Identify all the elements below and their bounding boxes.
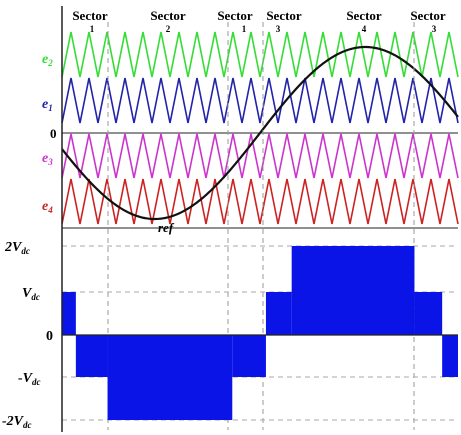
sector-number-6: 3 (432, 24, 437, 34)
carrier-waves (61, 31, 459, 225)
carrier-wave-e3 (61, 133, 459, 179)
level-label-2vdc: 2Vdc (4, 240, 30, 256)
level-label-neg-vdc: -Vdc (18, 371, 41, 387)
zero-label-top: 0 (50, 126, 57, 141)
sector-label-1: Sector (72, 8, 108, 23)
carrier-label-e1: e1 (42, 97, 53, 113)
sector-number-1: 1 (90, 24, 95, 34)
output-step-0 (62, 292, 76, 335)
sector-label-5: Sector (346, 8, 382, 23)
carrier-label-e3: e3 (42, 151, 53, 167)
sector-label-2: Sector (150, 8, 186, 23)
output-step-6 (414, 292, 443, 335)
carrier-wave-e2 (61, 31, 459, 78)
carrier-wave-e1 (61, 77, 459, 124)
level-label-neg-2vdc: -2Vdc (2, 414, 32, 430)
reference-label: ref (158, 220, 175, 235)
output-step-2 (107, 335, 233, 420)
output-step-4 (265, 292, 292, 335)
sector-dividers (107, 22, 415, 430)
output-step-1 (75, 335, 108, 377)
sector-label-3: Sector (217, 8, 253, 23)
level-label-vdc: Vdc (22, 286, 40, 302)
carrier-wave-e4 (61, 178, 459, 225)
sector-label-6: Sector (410, 8, 446, 23)
carrier-label-e4: e4 (42, 199, 53, 215)
level-label-zero: 0 (46, 329, 53, 344)
reference-sine-wave (61, 45, 459, 221)
output-step-5 (291, 246, 415, 335)
sector-number-3: 1 (242, 24, 247, 34)
carrier-label-e2: e2 (42, 52, 53, 68)
output-step-7 (442, 335, 458, 377)
sector-number-5: 4 (362, 24, 367, 34)
sector-label-4: Sector (266, 8, 302, 23)
sector-number-4: 3 (276, 24, 281, 34)
sector-number-2: 2 (166, 24, 171, 34)
output-step-3 (232, 335, 266, 377)
output-voltage-waveform (62, 246, 458, 420)
